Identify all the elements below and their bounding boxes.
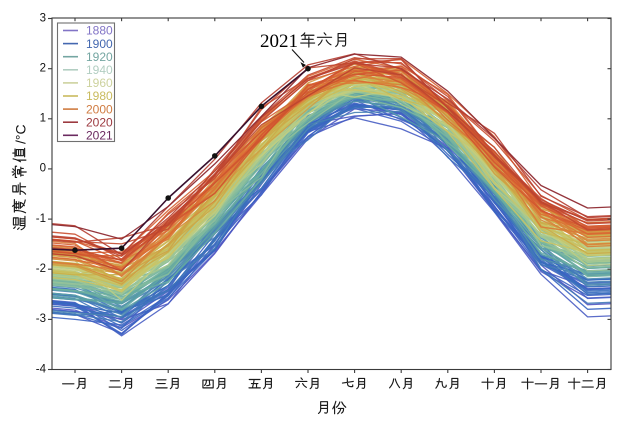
- svg-text:-1: -1: [36, 213, 46, 225]
- svg-text:0: 0: [40, 163, 46, 175]
- svg-text:1: 1: [40, 113, 46, 125]
- svg-text:/°C: /°C: [13, 124, 29, 144]
- svg-text:-2: -2: [36, 263, 46, 275]
- svg-text:1900: 1900: [86, 37, 113, 51]
- svg-text:1920: 1920: [86, 50, 113, 64]
- svg-text:1940: 1940: [86, 63, 113, 77]
- svg-text:-3: -3: [36, 313, 46, 325]
- svg-text:2021: 2021: [86, 129, 113, 143]
- svg-text:2000: 2000: [86, 102, 113, 116]
- svg-text:1980: 1980: [86, 89, 113, 103]
- svg-text:1960: 1960: [86, 76, 113, 90]
- svg-text:2021: 2021: [260, 31, 298, 52]
- svg-text:3: 3: [40, 12, 46, 24]
- svg-text:-4: -4: [36, 363, 47, 375]
- svg-text:1880: 1880: [86, 24, 113, 38]
- svg-text:2020: 2020: [86, 115, 113, 129]
- svg-text:2: 2: [40, 63, 46, 75]
